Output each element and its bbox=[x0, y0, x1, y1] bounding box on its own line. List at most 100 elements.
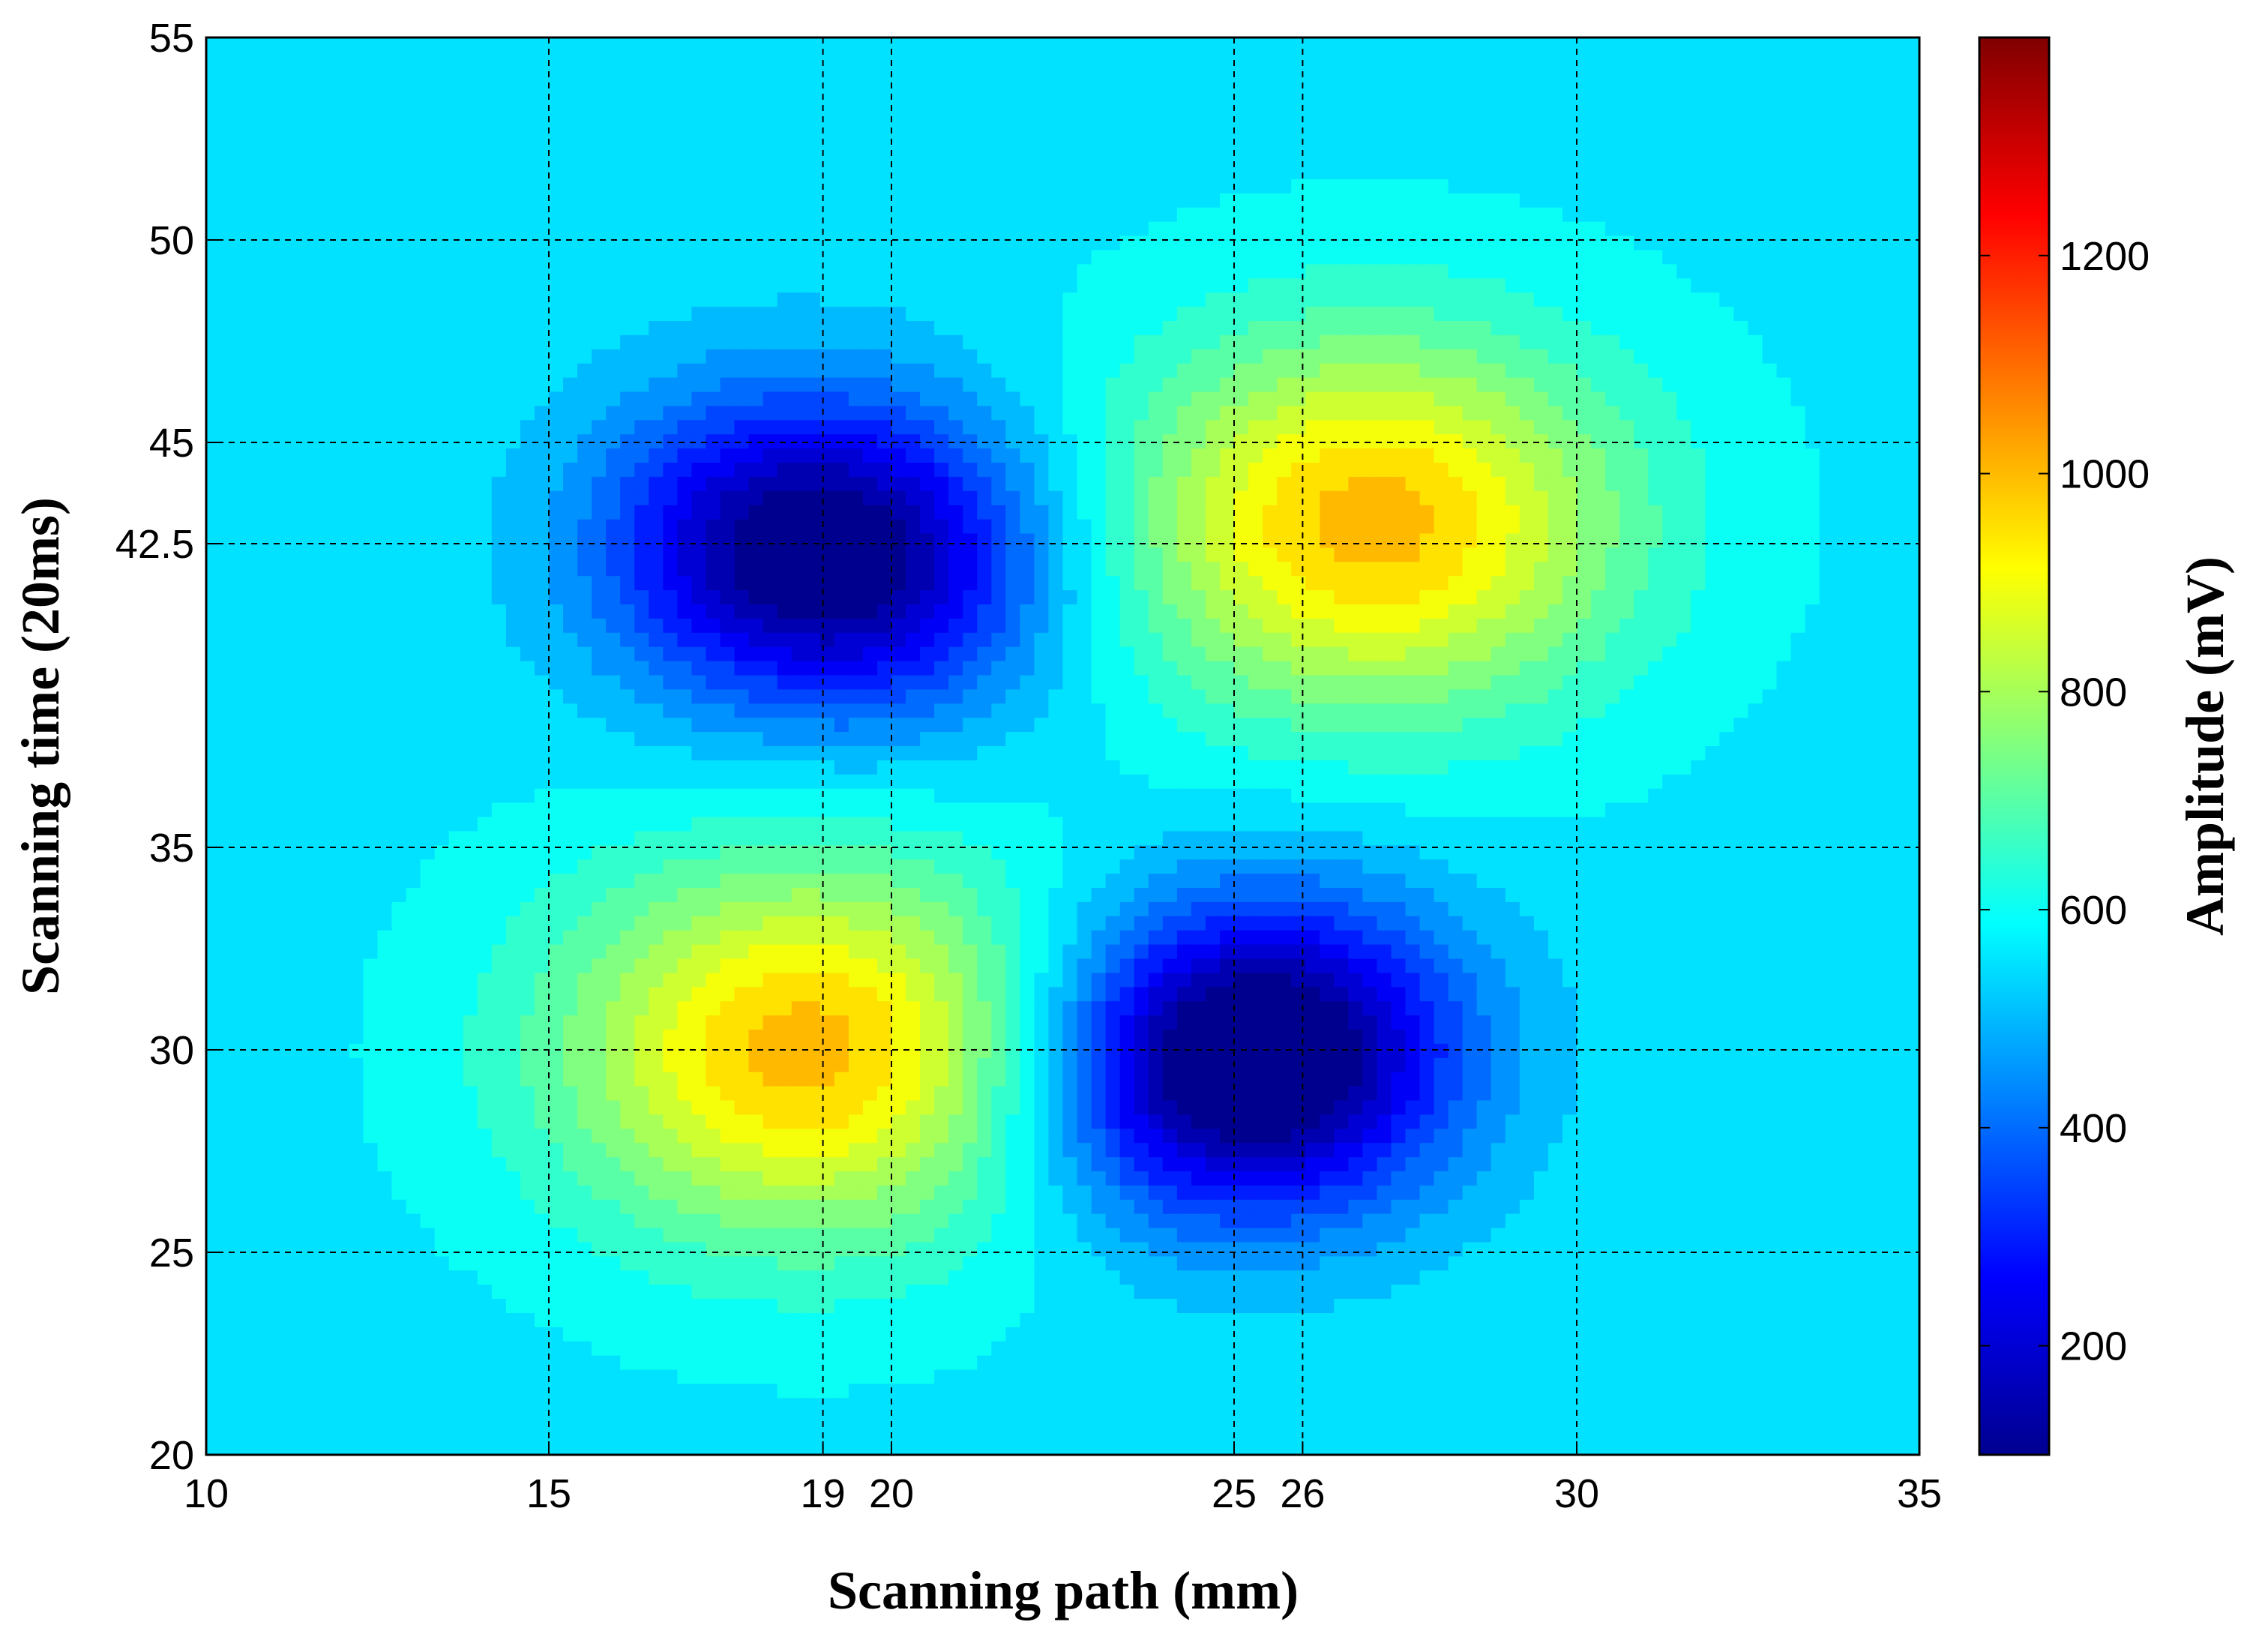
contour-cell bbox=[1547, 136, 1563, 151]
contour-cell bbox=[1320, 94, 1335, 109]
contour-cell bbox=[1762, 65, 1778, 81]
contour-cell bbox=[249, 448, 264, 463]
contour-cell bbox=[1005, 562, 1021, 577]
contour-cell bbox=[1591, 590, 1606, 605]
contour-cell bbox=[1462, 108, 1478, 124]
contour-cell bbox=[1263, 79, 1278, 95]
contour-cell bbox=[1191, 505, 1206, 520]
contour-cell bbox=[1062, 37, 1078, 52]
contour-cell bbox=[862, 590, 878, 605]
contour-cell bbox=[934, 193, 949, 208]
contour-cell bbox=[1876, 448, 1892, 463]
contour-cell bbox=[1091, 604, 1107, 619]
contour-cell bbox=[1219, 37, 1235, 52]
contour-cell bbox=[363, 618, 379, 634]
contour-cell bbox=[777, 377, 792, 393]
contour-cell bbox=[1591, 334, 1606, 350]
contour-cell bbox=[1162, 349, 1178, 364]
contour-cell bbox=[1790, 590, 1806, 605]
contour-cell bbox=[1119, 406, 1135, 421]
contour-cell bbox=[1077, 604, 1092, 619]
contour-cell bbox=[791, 590, 807, 605]
contour-cell bbox=[1733, 307, 1749, 322]
contour-cell bbox=[1462, 377, 1478, 393]
contour-cell bbox=[1434, 51, 1449, 67]
contour-cell bbox=[934, 363, 949, 379]
contour-cell bbox=[363, 250, 379, 265]
contour-cell bbox=[1648, 349, 1664, 364]
contour-cell bbox=[1434, 165, 1449, 180]
contour-cell bbox=[563, 278, 578, 293]
contour-cell bbox=[862, 179, 878, 194]
contour-cell bbox=[1634, 122, 1649, 138]
contour-cell bbox=[1234, 307, 1249, 322]
contour-cell bbox=[448, 94, 464, 109]
contour-cell bbox=[1519, 193, 1535, 208]
contour-cell bbox=[691, 590, 707, 605]
contour-cell bbox=[434, 476, 450, 492]
contour-cell bbox=[1634, 604, 1649, 619]
contour-cell bbox=[1819, 576, 1835, 591]
contour-cell bbox=[249, 562, 264, 577]
contour-cell bbox=[720, 51, 736, 67]
contour-cell bbox=[1533, 108, 1549, 124]
contour-cell bbox=[777, 79, 792, 95]
contour-cell bbox=[263, 505, 279, 520]
contour-cell bbox=[1491, 51, 1506, 67]
contour-cell bbox=[1733, 51, 1749, 67]
contour-cell bbox=[805, 165, 821, 180]
contour-cell bbox=[649, 505, 664, 520]
contour-cell bbox=[1890, 349, 1906, 364]
contour-cell bbox=[1148, 151, 1164, 166]
contour-cell bbox=[791, 363, 807, 379]
contour-cell bbox=[1191, 519, 1206, 535]
contour-cell bbox=[1248, 264, 1263, 280]
contour-cell bbox=[292, 463, 307, 478]
contour-cell bbox=[706, 590, 721, 605]
contour-cell bbox=[363, 576, 379, 591]
contour-cell bbox=[1291, 179, 1307, 194]
contour-cell bbox=[320, 420, 336, 435]
contour-cell bbox=[491, 151, 507, 166]
contour-cell bbox=[306, 547, 322, 563]
contour-cell bbox=[720, 321, 736, 336]
contour-cell bbox=[1605, 65, 1620, 81]
contour-cell bbox=[1176, 264, 1192, 280]
contour-cell bbox=[1219, 235, 1235, 251]
contour-cell bbox=[1048, 604, 1064, 619]
contour-cell bbox=[306, 490, 322, 506]
contour-cell bbox=[1819, 448, 1835, 463]
contour-cell bbox=[1533, 349, 1549, 364]
contour-cell bbox=[1890, 65, 1906, 81]
contour-cell bbox=[1890, 37, 1906, 52]
contour-cell bbox=[448, 349, 464, 364]
contour-cell bbox=[434, 391, 450, 407]
contour-cell bbox=[391, 151, 407, 166]
contour-cell bbox=[1448, 476, 1464, 492]
contour-cell bbox=[434, 533, 450, 549]
contour-cell bbox=[1434, 519, 1449, 535]
contour-cell bbox=[334, 221, 350, 237]
contour-cell bbox=[1819, 221, 1835, 237]
contour-cell bbox=[1847, 307, 1863, 322]
contour-cell bbox=[1691, 505, 1706, 520]
contour-cell bbox=[534, 278, 550, 293]
contour-cell bbox=[1776, 151, 1792, 166]
contour-cell bbox=[1605, 590, 1620, 605]
contour-cell bbox=[691, 136, 707, 151]
contour-cell bbox=[220, 434, 235, 449]
contour-cell bbox=[1904, 321, 1919, 336]
contour-cell bbox=[1862, 448, 1877, 463]
contour-cell bbox=[520, 490, 535, 506]
contour-cell bbox=[677, 618, 693, 634]
contour-cell bbox=[906, 37, 921, 52]
contour-cell bbox=[906, 235, 921, 251]
contour-cell bbox=[1648, 434, 1664, 449]
contour-cell bbox=[920, 576, 935, 591]
contour-cell bbox=[1890, 278, 1906, 293]
contour-cell bbox=[834, 349, 849, 364]
contour-cell bbox=[1348, 179, 1364, 194]
contour-cell bbox=[1077, 391, 1092, 407]
contour-cell bbox=[1904, 250, 1919, 265]
contour-cell bbox=[1904, 136, 1919, 151]
